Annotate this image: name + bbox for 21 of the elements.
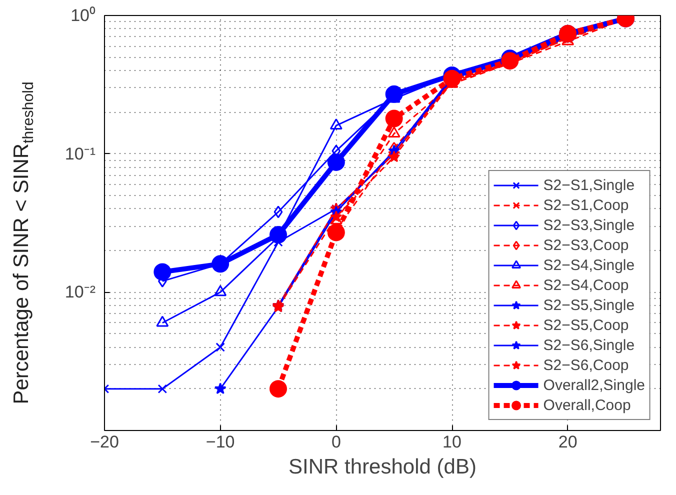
legend-label: S2−S4,Single [543, 256, 635, 274]
x-axis-title: SINR threshold (dB) [288, 456, 476, 478]
x-tick-label: −10 [206, 432, 235, 452]
legend-label: S2−S3,Single [543, 216, 635, 234]
legend-label: Overall,Coop [543, 396, 631, 414]
legend-label: S2−S1,Single [543, 176, 635, 194]
legend-label: S2−S5,Single [543, 296, 635, 314]
x-tick-label: −20 [90, 432, 119, 452]
legend-label: S2−S6,Coop [543, 356, 629, 374]
legend-label: S2−S5,Coop [543, 316, 629, 334]
x-tick-label: 20 [558, 432, 578, 452]
x-tick-label: 0 [331, 432, 341, 452]
y-tick-label: 10⁰ [70, 6, 96, 25]
legend-label: S2−S1,Coop [543, 196, 629, 214]
legend-label: S2−S3,Coop [543, 236, 629, 254]
x-tick-label: 10 [442, 432, 462, 452]
y-tick-label: 10⁻¹ [64, 144, 96, 164]
legend-label: S2−S6,Single [543, 336, 635, 354]
legend-label: S2−S4,Coop [543, 276, 629, 294]
legend-label: Overall2,Single [543, 376, 645, 394]
y-tick-label: 10⁻² [64, 282, 96, 302]
